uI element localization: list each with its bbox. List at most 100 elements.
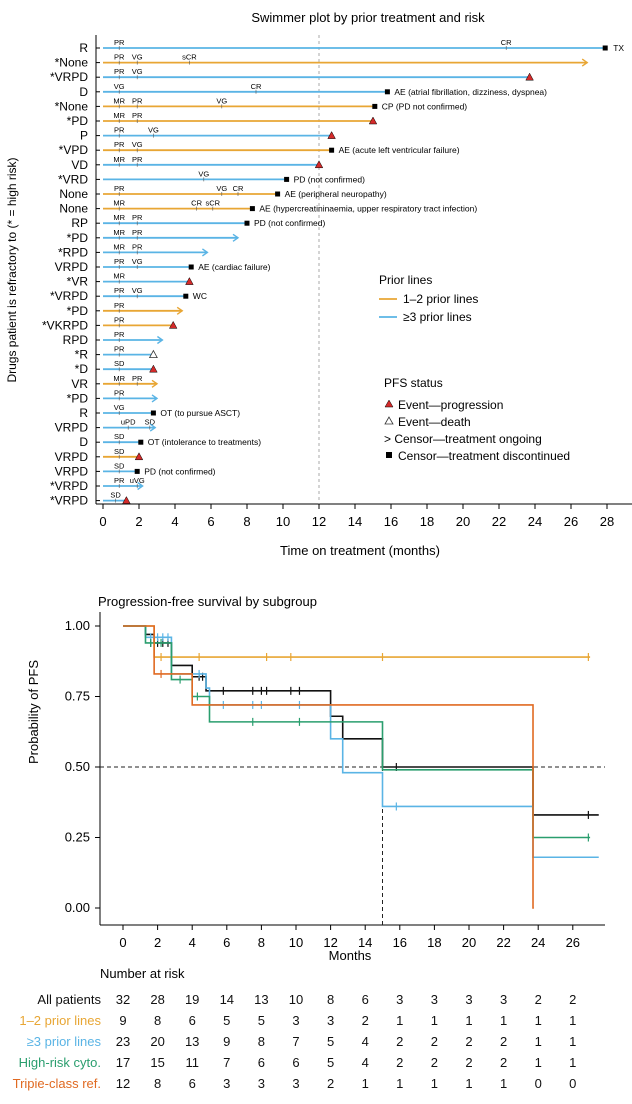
swimmer-row: *RPD MR PR bbox=[58, 242, 209, 259]
response-label: MR bbox=[113, 96, 125, 105]
swimmer-row: *D SD bbox=[75, 359, 158, 376]
response-label: PR bbox=[132, 242, 143, 251]
swimmer-legend: Prior lines 1–2 prior lines ≥3 prior lines… bbox=[379, 273, 570, 463]
response-label: MR bbox=[113, 374, 125, 383]
y-tick-label: 0.75 bbox=[65, 689, 90, 704]
response-label: VG bbox=[132, 257, 143, 266]
progression-marker bbox=[327, 131, 336, 139]
row-annotation: OT (to pursue ASCT) bbox=[160, 408, 240, 418]
row-label: VRPD bbox=[55, 421, 89, 435]
response-label: VG bbox=[114, 403, 125, 412]
swimmer-row: P PR VG bbox=[80, 126, 336, 143]
response-label: PR bbox=[114, 388, 125, 397]
response-label: SD bbox=[114, 447, 125, 456]
swimmer-row: *VRPD PR VG bbox=[50, 67, 534, 84]
progression-marker bbox=[149, 364, 158, 373]
swimmer-row: D VG CR AE (atrial fibrillation, dizziness,… bbox=[79, 82, 547, 99]
legend-progression-symbol bbox=[384, 399, 394, 408]
x-tick-label: 14 bbox=[348, 514, 362, 529]
swimmer-row: *None MR PR VG CP (PD not confirmed) bbox=[55, 96, 468, 113]
x-tick-label: 26 bbox=[564, 514, 578, 529]
risk-count: 9 bbox=[223, 1034, 230, 1049]
row-label: VR bbox=[71, 377, 88, 391]
row-annotation: AE (atrial fibrillation, dizziness, dysp… bbox=[394, 87, 547, 97]
progression-marker bbox=[368, 116, 378, 125]
risk-count: 6 bbox=[292, 1055, 299, 1070]
risk-count: 7 bbox=[292, 1034, 299, 1049]
km-step-line bbox=[123, 625, 599, 816]
swimmer-row: *VRD VG PD (not confirmed) bbox=[58, 169, 365, 186]
swimmer-row: VRPD PR VG AE (cardiac failure) bbox=[55, 257, 271, 274]
x-tick-label: 2 bbox=[154, 935, 161, 950]
discontinued-marker bbox=[150, 410, 156, 416]
risk-count: 1 bbox=[535, 1055, 542, 1070]
ongoing-arrow bbox=[151, 394, 159, 403]
km-step-line bbox=[123, 625, 591, 839]
risk-count: 1 bbox=[431, 1013, 438, 1028]
response-label: MR bbox=[113, 111, 125, 120]
row-annotation: TX bbox=[613, 43, 624, 53]
km-series-group bbox=[123, 625, 591, 842]
response-label: MR bbox=[113, 155, 125, 164]
response-label: VG bbox=[132, 140, 143, 149]
risk-count: 8 bbox=[154, 1076, 161, 1091]
response-label: PR bbox=[132, 374, 143, 383]
response-label: MR bbox=[113, 228, 125, 237]
swimmer-row: *PD PR bbox=[67, 388, 159, 405]
ongoing-arrow bbox=[201, 248, 209, 257]
response-label: PR bbox=[114, 184, 125, 193]
risk-count: 1 bbox=[500, 1076, 507, 1091]
x-tick-label: 6 bbox=[223, 935, 230, 950]
km-series bbox=[123, 625, 599, 909]
x-tick-label: 0 bbox=[119, 935, 126, 950]
row-label: VRPD bbox=[55, 260, 89, 274]
risk-count: 2 bbox=[431, 1034, 438, 1049]
risk-count: 11 bbox=[185, 1055, 199, 1070]
legend-status-title: PFS status bbox=[384, 376, 443, 390]
response-label: PR bbox=[114, 301, 125, 310]
risk-count: 3 bbox=[327, 1013, 334, 1028]
response-label: VG bbox=[132, 67, 143, 76]
row-label: *VPD bbox=[59, 143, 89, 157]
response-label: SD bbox=[110, 491, 121, 500]
risk-row-label: 1–2 prior lines bbox=[19, 1013, 101, 1028]
risk-count: 3 bbox=[500, 992, 507, 1007]
risk-count: 8 bbox=[258, 1034, 265, 1049]
row-annotation: WC bbox=[193, 291, 207, 301]
progression-marker bbox=[525, 72, 534, 81]
risk-count: 2 bbox=[465, 1055, 472, 1070]
risk-table-row: ≥3 prior lines 23 20 13 9 8 7 5 4 2 2 2 2 1 1 bbox=[27, 1034, 577, 1049]
risk-count: 3 bbox=[431, 992, 438, 1007]
row-label: *VKRPD bbox=[42, 318, 88, 332]
risk-count: 14 bbox=[220, 992, 234, 1007]
response-label: CR bbox=[233, 184, 244, 193]
discontinued-marker bbox=[384, 89, 390, 95]
y-tick-label: 0.25 bbox=[65, 830, 90, 845]
row-annotation: PD (not confirmed) bbox=[294, 174, 365, 184]
response-label: PR bbox=[114, 476, 125, 485]
row-label: *None bbox=[55, 99, 89, 113]
response-label: PR bbox=[132, 213, 143, 222]
response-label: VG bbox=[216, 96, 227, 105]
row-label: R bbox=[79, 41, 88, 55]
discontinued-marker bbox=[244, 220, 250, 226]
risk-count: 3 bbox=[223, 1076, 230, 1091]
swimmer-row: *VKRPD PR bbox=[42, 315, 178, 332]
ongoing-arrow bbox=[151, 379, 159, 388]
risk-count: 2 bbox=[500, 1034, 507, 1049]
risk-count: 2 bbox=[569, 992, 576, 1007]
discontinued-marker bbox=[284, 176, 290, 182]
legend-discontinued-symbol bbox=[386, 452, 392, 458]
legend-death-symbol bbox=[384, 416, 394, 425]
row-label: None bbox=[59, 187, 88, 201]
x-tick-label: 12 bbox=[312, 514, 326, 529]
response-label: PR bbox=[132, 228, 143, 237]
legend-lines-item: 1–2 prior lines bbox=[403, 292, 478, 306]
risk-count: 1 bbox=[569, 1034, 576, 1049]
risk-count: 0 bbox=[535, 1076, 542, 1091]
response-label: VG bbox=[132, 53, 143, 62]
row-label: P bbox=[80, 129, 88, 143]
row-annotation: AE (hypercreatininaemia, upper respirato… bbox=[259, 204, 477, 214]
